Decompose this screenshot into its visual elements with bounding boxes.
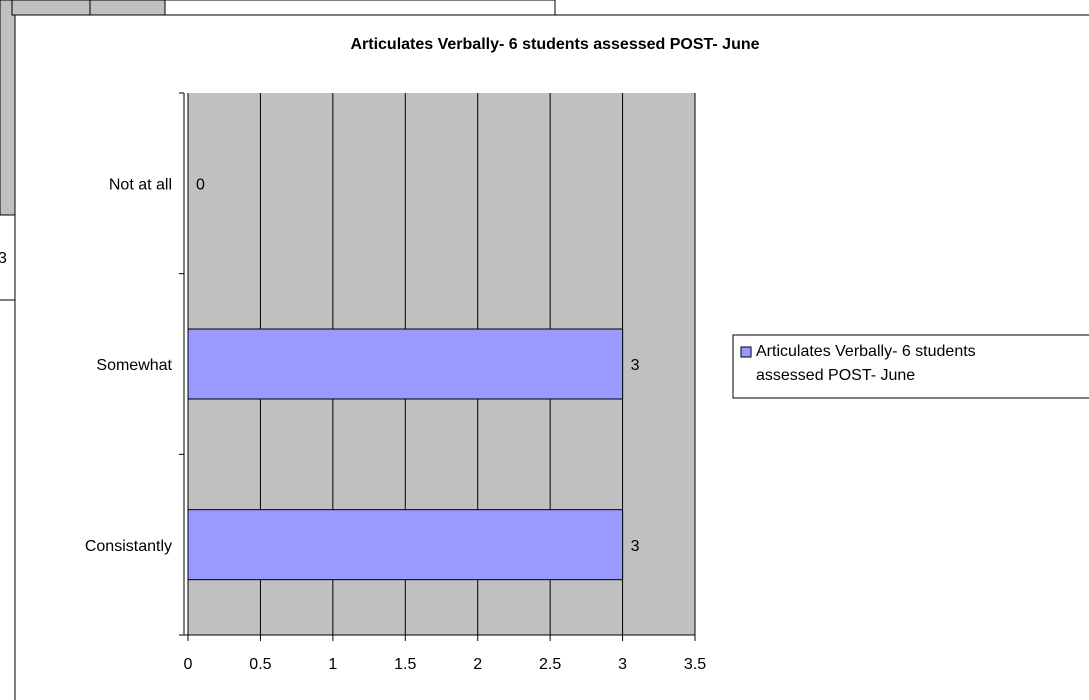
x-tick-label: 2 — [473, 656, 482, 673]
cell-text: 3 — [0, 250, 7, 267]
bar — [187, 509, 624, 581]
x-tick-label: 1.5 — [394, 656, 416, 673]
data-label: 0 — [196, 177, 205, 194]
data-label: 3 — [631, 357, 640, 374]
y-tick-label: Consistantly — [85, 538, 172, 555]
y-tick-label: Not at all — [109, 177, 172, 194]
legend-label: Articulates Verbally- 6 students assessed… — [756, 343, 976, 384]
x-tick-label: 3 — [618, 656, 627, 673]
cell — [89, 0, 166, 16]
x-tick-label: 2.5 — [539, 656, 561, 673]
cell — [11, 0, 91, 16]
y-tick-label: Somewhat — [96, 357, 172, 374]
x-tick-label: 3.5 — [684, 656, 706, 673]
legend-swatch — [740, 346, 752, 358]
x-tick-label: 0 — [184, 656, 193, 673]
cell — [0, 0, 16, 216]
legend — [732, 334, 1089, 399]
data-label: 3 — [631, 538, 640, 555]
bar — [187, 328, 624, 400]
chart-title: Articulates Verbally- 6 students assesse… — [350, 36, 759, 53]
cell — [164, 0, 556, 16]
x-tick-label: 0.5 — [249, 656, 271, 673]
x-tick-label: 1 — [328, 656, 337, 673]
